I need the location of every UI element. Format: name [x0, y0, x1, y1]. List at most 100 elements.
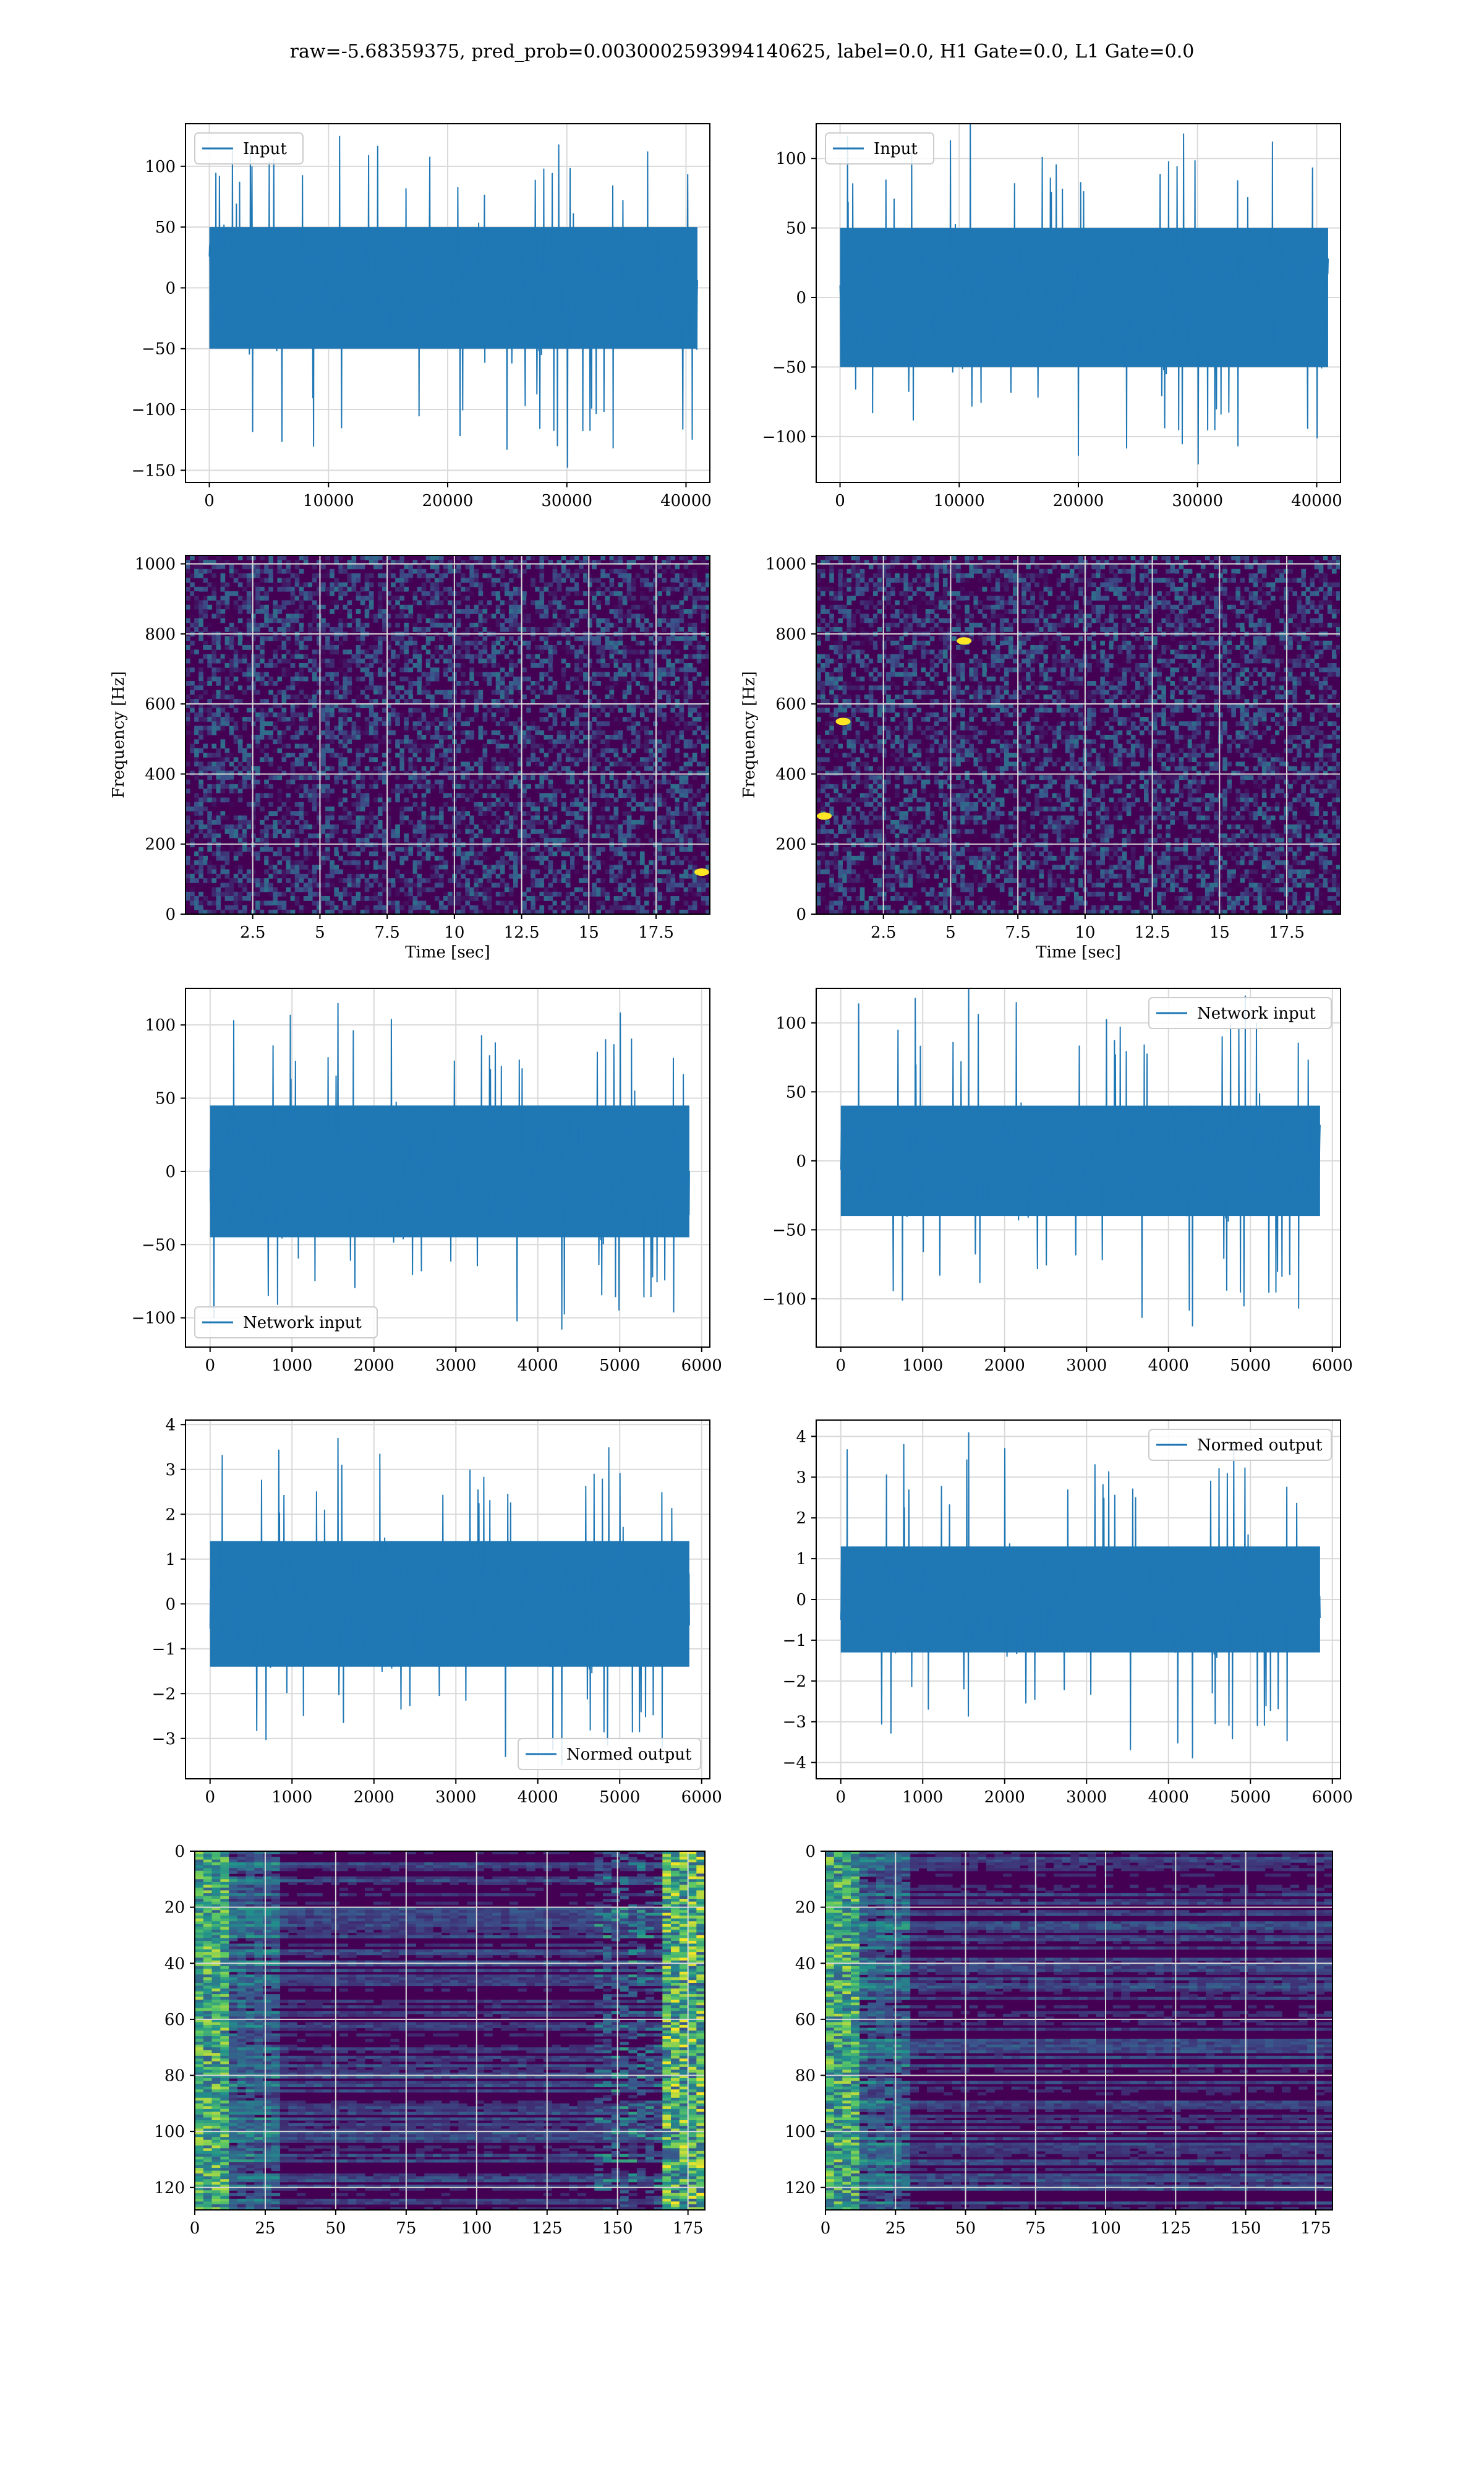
l1-network-input-series-line: [840, 988, 1321, 1327]
h1-spectrogram-frame: [185, 555, 710, 915]
h1-network-input-ytick-label: −50: [142, 1236, 176, 1254]
h1-spectrogram-heatmap: [186, 555, 710, 914]
h1-feature-map-grid: [194, 1851, 705, 2210]
l1-normed-output-ytick-label: 1: [796, 1550, 806, 1569]
h1-network-input-xtick-label: 5000: [599, 1356, 640, 1375]
l1-feature-map-xtick-label: 25: [885, 2219, 906, 2238]
l1-spectrogram-ytick-label: 600: [775, 695, 806, 714]
l1-normed-output-legend-label: Normed output: [1197, 1436, 1323, 1455]
l1-feature-map-xtick-label: 75: [1025, 2219, 1046, 2238]
h1-feature-map-ytick-label: 80: [164, 2067, 185, 2086]
h1-normed-output-xtick-label: 3000: [435, 1788, 476, 1807]
l1-normed-output-xtick-label: 1000: [902, 1788, 943, 1807]
h1-normed-output-ytick-label: −2: [152, 1685, 176, 1703]
h1-input-xtick-label: 40000: [660, 492, 712, 510]
h1-normed-output-legend-label: Normed output: [566, 1745, 692, 1764]
h1-spectrogram-ytick-label: 0: [165, 905, 176, 924]
h1-input-xtick-label: 20000: [422, 492, 474, 510]
l1-spectrogram-ytick-label: 400: [775, 765, 806, 784]
l1-spectrogram-ytick-label: 0: [796, 905, 806, 924]
l1-normed-output-xtick-label: 6000: [1312, 1788, 1353, 1807]
l1-spectrogram-xtick-label: 5: [945, 923, 956, 942]
l1-network-input-legend-label: Network input: [1197, 1004, 1316, 1023]
h1-input-ytick-label: −100: [132, 401, 176, 419]
l1-feature-map-xtick-label: 0: [821, 2219, 831, 2238]
h1-normed-output-ytick-label: 4: [165, 1416, 176, 1434]
h1-input-legend-label: Input: [243, 140, 287, 158]
l1-network-input-xtick-label: 4000: [1148, 1356, 1189, 1375]
h1-feature-map-ytick-label: 100: [154, 2123, 185, 2141]
l1-normed-output-ytick-label: 0: [796, 1591, 806, 1609]
h1-normed-output-series-line: [209, 1437, 690, 1766]
l1-normed-output-xtick-label: 0: [835, 1788, 846, 1807]
h1-network-input-legend: Network input: [194, 1306, 378, 1338]
l1-input-ytick-label: −100: [762, 428, 806, 447]
l1-network-input-xtick-label: 6000: [1312, 1356, 1353, 1375]
h1-normed-output-ytick-label: −1: [152, 1640, 176, 1659]
l1-spectrogram-ytick-label: 800: [775, 625, 806, 644]
h1-normed-output-xtick-label: 4000: [518, 1788, 558, 1807]
l1-spectrogram-xlabel: Time [sec]: [1036, 943, 1121, 962]
l1-spectrogram-hot-spot: [957, 637, 972, 645]
h1-normed-output-ytick-label: 3: [165, 1461, 176, 1479]
h1-network-input-xtick-label: 0: [205, 1356, 215, 1375]
l1-feature-map-xtick-label: 150: [1230, 2219, 1261, 2238]
l1-spectrogram-xtick-label: 12.5: [1135, 923, 1171, 942]
l1-network-input-legend: Network input: [1148, 997, 1332, 1029]
l1-normed-output-series-line: [840, 1432, 1321, 1759]
l1-normed-output-ytick-label: −3: [783, 1713, 806, 1732]
l1-spectrogram-heatmap: [816, 555, 1341, 914]
h1-spectrogram-xtick-label: 15: [579, 923, 599, 942]
h1-input-axes: Input 0 10000 20000 30000 40000 −150 −100 −50 0 50…: [132, 123, 712, 510]
h1-spectrogram-ytick-label: 1000: [135, 555, 176, 574]
l1-network-input-ytick-label: −100: [762, 1290, 806, 1309]
l1-spectrogram-xtick-label: 17.5: [1269, 923, 1305, 942]
h1-network-input-xtick-label: 3000: [435, 1356, 476, 1375]
h1-network-input-xtick-label: 4000: [518, 1356, 558, 1375]
l1-normed-output-ytick-label: 3: [796, 1468, 806, 1487]
l1-input-axes: Input 0 10000 20000 30000 40000 −100 −50 0 50 100: [762, 123, 1342, 510]
l1-input-legend-label: Input: [874, 140, 918, 158]
h1-network-input-legend-label: Network input: [243, 1314, 362, 1332]
l1-feature-map-ytick-label: 60: [795, 2011, 816, 2029]
h1-spectrogram-xtick-label: 12.5: [504, 923, 540, 942]
l1-spectrogram-grid: [816, 555, 1341, 915]
l1-input-ytick-label: 0: [796, 289, 806, 307]
h1-feature-map-xtick-label: 75: [396, 2219, 416, 2238]
h1-network-input-ytick-label: −100: [132, 1309, 176, 1328]
l1-input-ytick-label: 50: [786, 220, 806, 238]
l1-normed-output-ytick-label: −1: [783, 1632, 806, 1650]
l1-spectrogram-ytick-label: 1000: [765, 555, 806, 574]
figure-title: raw=-5.68359375, pred_prob=0.00300025939…: [0, 41, 1484, 62]
h1-input-ytick-label: 0: [165, 279, 176, 297]
h1-feature-map-ytick-label: 40: [164, 1954, 185, 1973]
h1-spectrogram-xtick-label: 2.5: [240, 923, 265, 942]
h1-network-input-ytick-label: 100: [145, 1016, 176, 1035]
h1-normed-output-xtick-label: 6000: [681, 1788, 722, 1807]
h1-network-input-xtick-label: 6000: [681, 1356, 722, 1375]
l1-spectrogram-xtick-label: 10: [1075, 923, 1095, 942]
h1-spectrogram-ylabel: Frequency [Hz]: [109, 671, 128, 798]
h1-normed-output-xtick-label: 1000: [271, 1788, 312, 1807]
l1-feature-map-ytick-label: 100: [785, 2123, 816, 2141]
l1-network-input-frame: [816, 988, 1341, 1348]
l1-feature-map-xtick-label: 100: [1090, 2219, 1121, 2238]
h1-feature-map-xtick-label: 0: [190, 2219, 200, 2238]
h1-feature-map-ytick-label: 20: [164, 1899, 185, 1917]
l1-spectrogram-xtick-label: 7.5: [1005, 923, 1030, 942]
h1-network-input-ytick-label: 50: [155, 1090, 176, 1108]
h1-normed-output-axes: Normed output 0 1000 2000 3000 4000 5000 6000 −3…: [152, 1416, 722, 1807]
l1-input-series-line: [839, 124, 1329, 464]
h1-spectrogram-ytick-label: 400: [145, 765, 176, 784]
h1-input-ytick-label: 100: [145, 158, 176, 176]
l1-input-xtick-label: 30000: [1172, 492, 1223, 510]
l1-network-input-ytick-label: 50: [786, 1083, 806, 1102]
h1-feature-map-xtick-label: 100: [461, 2219, 492, 2238]
l1-network-input-xtick-label: 1000: [902, 1356, 943, 1375]
l1-spectrogram-hot-spot: [835, 717, 851, 726]
l1-feature-map-ytick-label: 40: [795, 1954, 816, 1973]
l1-normed-output-xtick-label: 4000: [1148, 1788, 1189, 1807]
h1-input-xtick-label: 10000: [303, 492, 354, 510]
l1-normed-output-legend: Normed output: [1148, 1429, 1332, 1461]
h1-feature-map-xtick-label: 25: [255, 2219, 275, 2238]
